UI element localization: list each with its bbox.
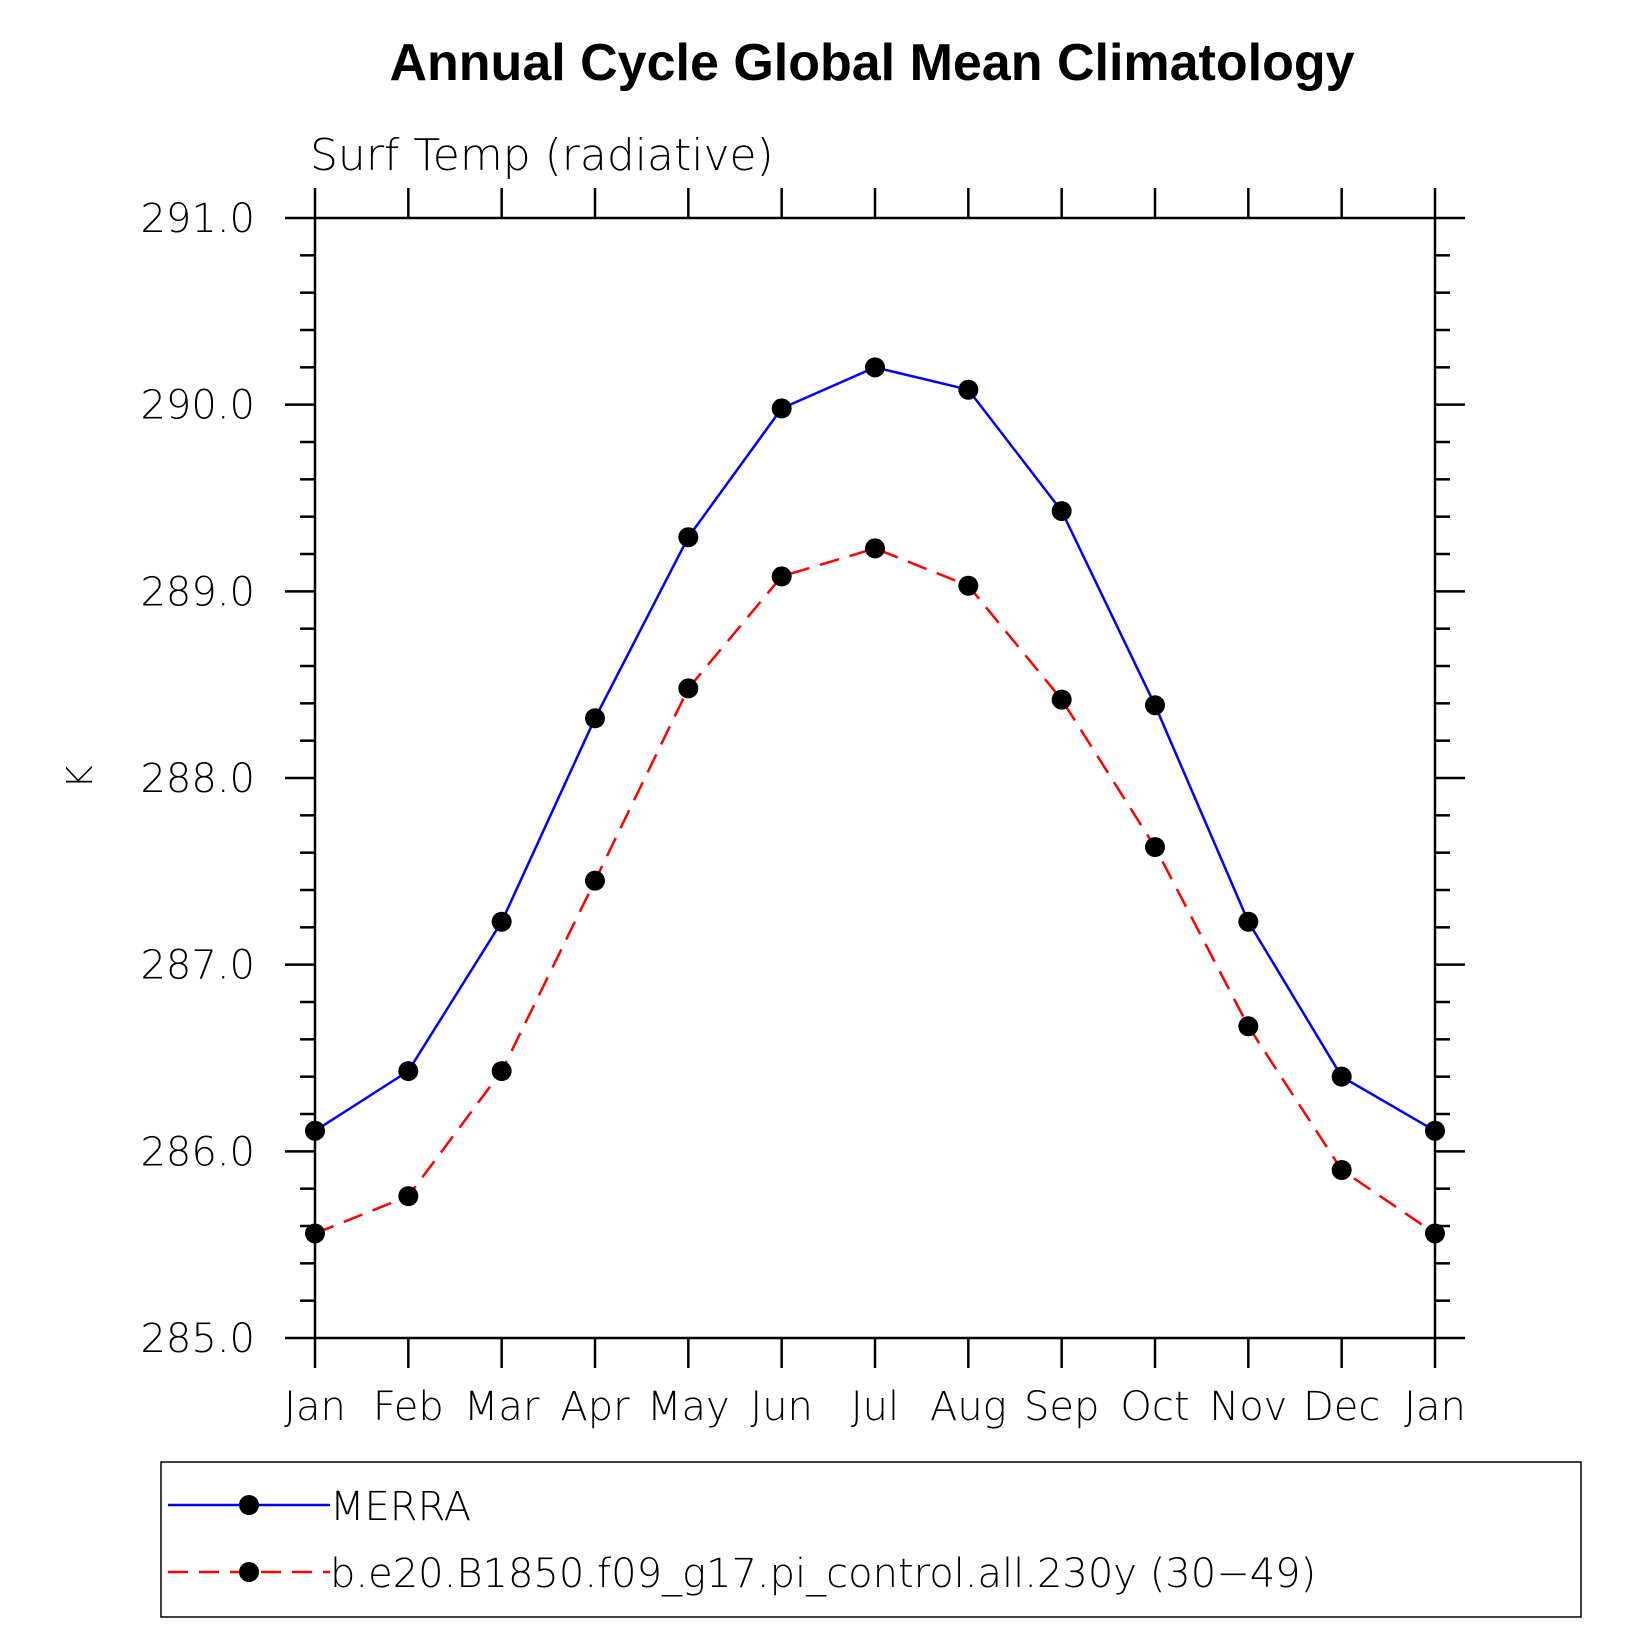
x-tick-label: Nov [1209, 1384, 1287, 1430]
y-tick-label: 286.0 [140, 1129, 255, 1175]
series-line-0 [314, 365, 1436, 1132]
x-tick-label: Jun [750, 1384, 813, 1430]
y-tick-label: 289.0 [140, 569, 255, 615]
legend-marker-merra [239, 1495, 259, 1515]
series-1-point [398, 1186, 419, 1207]
series-1-point [305, 1223, 325, 1244]
x-tick-label: May [647, 1384, 730, 1430]
y-tick-label: 285.0 [140, 1316, 255, 1362]
series-0-point [1238, 911, 1259, 932]
series-1-point [585, 870, 605, 891]
chart-subtitle: Surf Temp (radiative) [310, 130, 774, 181]
series-1-point [1331, 1160, 1352, 1180]
y-tick-label: 287.0 [140, 943, 255, 989]
series-0-point [1145, 695, 1165, 716]
y-axis-label: K [60, 765, 101, 789]
x-tick-label: Oct [1120, 1384, 1189, 1430]
legend-box [160, 1461, 1582, 1618]
series-0-point [585, 708, 605, 729]
x-tick-label: Jan [284, 1384, 346, 1430]
series-1-point [1051, 689, 1072, 710]
y-tick-label: 290.0 [140, 383, 255, 429]
x-tick-label: Sep [1024, 1384, 1099, 1430]
series-0-point [398, 1061, 419, 1082]
y-tick-label: 288.0 [140, 756, 255, 802]
legend-label-merra: MERRA [330, 1484, 471, 1530]
x-tick-label: Aug [930, 1384, 1007, 1430]
x-tick-label: Dec [1303, 1384, 1380, 1430]
series-0-point [771, 398, 792, 419]
x-tick-label: Apr [560, 1384, 630, 1430]
series-0-point [305, 1120, 325, 1141]
legend-label-model: b.e20.B1850.f09_g17.pi_control.all.230y … [330, 1551, 1316, 1597]
legend: MERRA b.e20.B1850.f09_g17.pi_control.all… [160, 1461, 1582, 1618]
x-tick-label: Feb [373, 1384, 444, 1430]
x-tick-label: Jul [851, 1384, 899, 1430]
plot-border [313, 216, 1437, 1340]
series-0-point [491, 911, 512, 932]
series-1-point [678, 678, 699, 699]
chart-title: Annual Cycle Global Mean Climatology [389, 34, 1354, 92]
series-layer [305, 357, 1445, 1244]
series-1-point [1238, 1016, 1259, 1037]
x-tick-label: Jan [1404, 1384, 1466, 1430]
plot-frame [313, 216, 1437, 1340]
series-0-point [1331, 1066, 1352, 1087]
y-tick-label: 291.0 [140, 196, 255, 242]
series-1-point [491, 1061, 512, 1082]
series-1-point [1145, 837, 1165, 858]
series-1-point [865, 538, 885, 559]
x-axis: Jan Feb Mar Apr May Jun Jul Aug Sep Oct Nov Dec Jan [284, 188, 1466, 1430]
series-0-point [958, 379, 979, 400]
series-0-point [1425, 1120, 1445, 1141]
series-line-1 [314, 547, 1436, 1235]
series-1-point [1425, 1223, 1445, 1244]
series-0-point [1051, 501, 1072, 522]
series-1-point [771, 566, 792, 587]
series-0-point [678, 527, 699, 548]
x-tick-label: Mar [464, 1384, 540, 1430]
series-0-point [865, 357, 885, 378]
y-axis: 285.0 286.0 287.0 288.0 289.0 290.0 291.0 [140, 196, 1465, 1362]
legend-marker-model [239, 1562, 259, 1582]
series-1-point [958, 575, 979, 596]
